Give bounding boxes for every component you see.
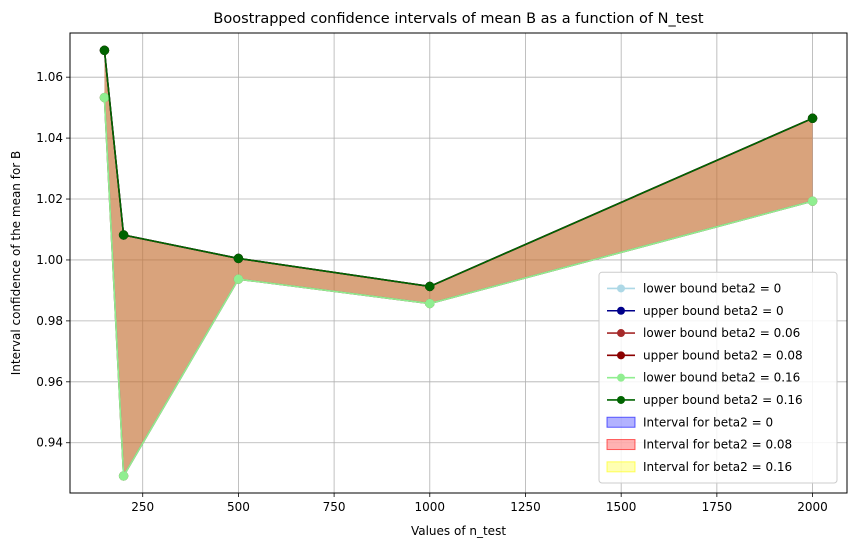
data-point bbox=[807, 113, 818, 124]
legend-patch-swatch bbox=[606, 439, 636, 451]
legend-label: upper bound beta2 = 0 bbox=[643, 304, 784, 318]
x-tick-label: 250 bbox=[131, 500, 154, 514]
legend-label: Interval for beta2 = 0.16 bbox=[643, 460, 792, 474]
x-axis-label: Values of n_test bbox=[411, 524, 506, 538]
legend-label: lower bound beta2 = 0.16 bbox=[643, 371, 800, 385]
interval-fill bbox=[104, 50, 813, 476]
legend-entry: Interval for beta2 = 0.08 bbox=[606, 438, 792, 452]
data-point bbox=[118, 471, 129, 481]
x-tick-label: 500 bbox=[227, 500, 250, 514]
y-tick-label: 1.02 bbox=[36, 192, 63, 206]
data-point bbox=[233, 253, 244, 264]
legend-label: upper bound beta2 = 0.08 bbox=[643, 348, 803, 362]
legend-entry: upper bound beta2 = 0.16 bbox=[607, 393, 803, 407]
data-point bbox=[425, 298, 435, 309]
data-point bbox=[99, 45, 110, 56]
x-tick-label: 1750 bbox=[702, 500, 733, 514]
legend-box bbox=[598, 271, 838, 484]
legend-patch-swatch bbox=[606, 416, 636, 428]
legend-entry: Interval for beta2 = 0 bbox=[606, 415, 773, 429]
series-lines bbox=[99, 45, 818, 481]
data-point bbox=[118, 230, 129, 240]
legend-label: lower bound beta2 = 0 bbox=[643, 281, 781, 295]
legend-label: Interval for beta2 = 0.08 bbox=[643, 438, 792, 452]
interval-fill bbox=[104, 50, 813, 476]
interval-fills bbox=[104, 50, 813, 476]
data-point bbox=[807, 196, 818, 206]
data-point bbox=[233, 274, 244, 284]
legend-marker bbox=[617, 395, 625, 404]
y-tick-label: 0.98 bbox=[36, 314, 63, 328]
legend-marker bbox=[617, 329, 625, 338]
legend-marker bbox=[617, 306, 625, 315]
legend-marker bbox=[617, 373, 625, 382]
data-point bbox=[425, 281, 435, 292]
y-axis-label: Interval confidence of the mean for B bbox=[9, 151, 23, 376]
x-tick-label: 1500 bbox=[606, 500, 637, 514]
y-tick-label: 1.06 bbox=[36, 70, 63, 84]
legend-marker bbox=[617, 284, 625, 293]
y-tick-label: 0.96 bbox=[36, 375, 63, 389]
y-tick-label: 1.04 bbox=[36, 131, 63, 145]
interval-fill bbox=[104, 50, 813, 476]
legend-label: upper bound beta2 = 0.16 bbox=[643, 393, 803, 407]
legend-patch-swatch bbox=[606, 461, 636, 473]
legend-marker bbox=[617, 351, 625, 360]
legend-entry: upper bound beta2 = 0 bbox=[607, 304, 784, 318]
legend-label: Interval for beta2 = 0 bbox=[643, 415, 773, 429]
y-tick-label: 1.00 bbox=[36, 253, 63, 267]
legend-label: lower bound beta2 = 0.06 bbox=[643, 326, 800, 340]
chart-title: Boostrapped confidence intervals of mean… bbox=[213, 11, 703, 27]
legend: lower bound beta2 = 0 upper bound beta2 =… bbox=[598, 271, 838, 484]
legend-entry: lower bound beta2 = 0.06 bbox=[607, 326, 800, 340]
axis-ticks: 250 500 750 1000 1250 1500 1750 2000 0.94 0.96 0.9… bbox=[36, 70, 828, 514]
plot-frame bbox=[69, 32, 848, 494]
x-tick-label: 2000 bbox=[797, 500, 828, 514]
y-tick-label: 0.94 bbox=[36, 436, 63, 450]
x-tick-label: 750 bbox=[323, 500, 346, 514]
legend-entry: lower bound beta2 = 0 bbox=[607, 281, 781, 295]
data-point bbox=[99, 92, 110, 103]
legend-entry: Interval for beta2 = 0.16 bbox=[606, 460, 792, 474]
x-tick-label: 1250 bbox=[510, 500, 541, 514]
x-tick-label: 1000 bbox=[415, 500, 446, 514]
legend-entry: upper bound beta2 = 0.08 bbox=[607, 348, 803, 362]
legend-entry: lower bound beta2 = 0.16 bbox=[607, 371, 800, 385]
